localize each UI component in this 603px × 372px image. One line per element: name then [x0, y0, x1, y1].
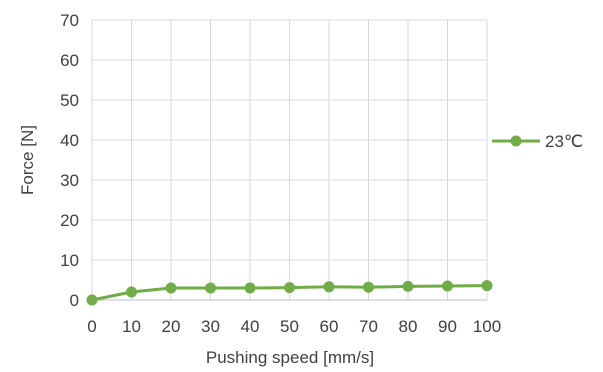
y-tick-label: 0 — [70, 291, 79, 310]
y-tick-label: 50 — [60, 91, 79, 110]
data-point — [284, 282, 295, 294]
x-axis-title: Pushing speed [mm/s] — [206, 348, 374, 367]
data-point — [323, 281, 335, 293]
grid — [91, 19, 488, 301]
x-tick-label: 90 — [438, 317, 457, 336]
x-tick-label: 70 — [359, 317, 378, 336]
x-tick-label: 10 — [122, 317, 141, 336]
data-point — [363, 281, 374, 293]
x-tick-label: 30 — [201, 317, 220, 336]
data-point — [244, 282, 256, 294]
data-point — [165, 282, 177, 294]
x-tick-label: 100 — [473, 317, 501, 336]
y-tick-label: 10 — [60, 251, 79, 270]
legend-marker — [510, 135, 522, 147]
y-axis-ticks: 0 10 20 30 40 50 60 70 — [60, 11, 79, 310]
data-point — [86, 294, 98, 306]
x-tick-label: 50 — [280, 317, 299, 336]
x-tick-label: 60 — [320, 317, 339, 336]
y-tick-label: 40 — [60, 131, 79, 150]
y-tick-label: 30 — [60, 171, 79, 190]
data-point — [402, 280, 414, 292]
legend: 23℃ — [492, 132, 583, 151]
y-tick-label: 60 — [60, 51, 79, 70]
plot-frame — [92, 20, 488, 301]
x-tick-label: 40 — [241, 317, 260, 336]
x-tick-label: 20 — [162, 317, 181, 336]
y-tick-label: 20 — [60, 211, 79, 230]
legend-label: 23℃ — [545, 132, 583, 151]
data-point — [205, 282, 216, 294]
data-point — [481, 280, 493, 292]
series — [86, 280, 493, 306]
y-tick-label: 70 — [60, 11, 79, 30]
y-axis-title: Force [N] — [18, 125, 37, 195]
data-point — [126, 286, 137, 298]
x-axis-ticks: 0 10 20 30 40 50 60 70 80 90 100 — [87, 317, 501, 336]
x-tick-label: 80 — [399, 317, 418, 336]
x-tick-label: 0 — [87, 317, 96, 336]
data-point — [442, 280, 453, 292]
